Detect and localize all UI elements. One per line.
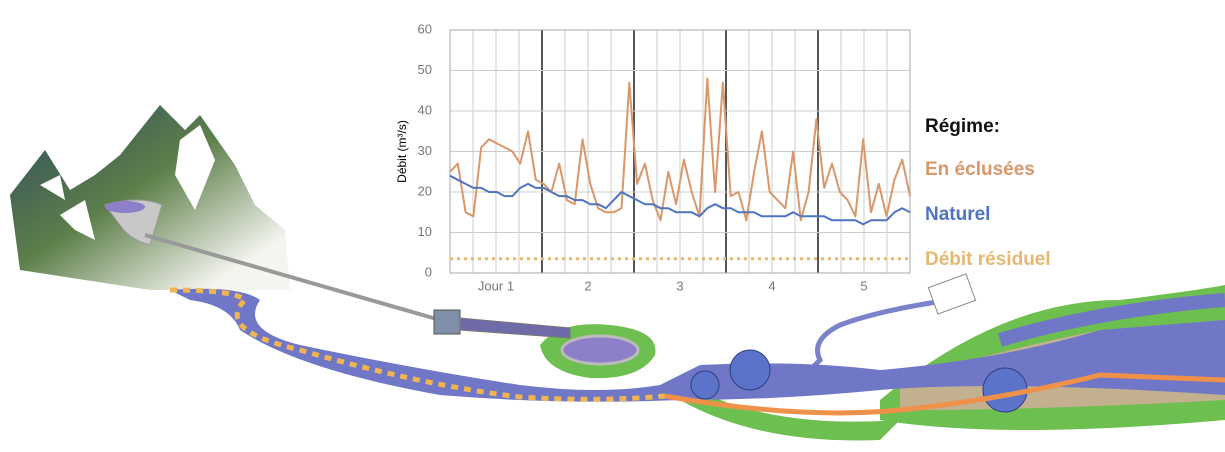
y-tick-label: 50 <box>418 62 432 77</box>
legend-title: Régime: <box>925 116 1000 137</box>
x-tick-label: 4 <box>768 278 775 293</box>
y-tick-label: 60 <box>418 21 432 36</box>
y-tick-label: 20 <box>418 183 432 198</box>
x-tick-label: Jour 1 <box>478 278 514 293</box>
intake <box>928 274 975 314</box>
x-tick-label: 5 <box>860 278 867 293</box>
powerhouse <box>434 310 460 334</box>
y-tick-label: 10 <box>418 224 432 239</box>
wave <box>730 350 770 390</box>
x-tick-label: 3 <box>676 278 683 293</box>
y-axis-label: Débit (m³/s) <box>395 120 409 183</box>
reservoir <box>105 201 145 213</box>
tributary <box>810 300 950 370</box>
scene: 0 10 20 30 40 50 60 Débit (m³/s) Jour 1 2 3 4 5 Régim… <box>0 0 1225 452</box>
y-tick-label: 40 <box>418 102 432 117</box>
y-tick-label: 30 <box>418 143 432 158</box>
pond <box>562 336 638 364</box>
y-tick-label: 0 <box>425 264 432 279</box>
legend-entry: Naturel <box>925 204 990 225</box>
x-tick-label: 2 <box>584 278 591 293</box>
page: {"chart_data": {"type": "line", "y_label… <box>0 0 1225 452</box>
wave <box>691 371 719 399</box>
legend-entry: Débit résiduel <box>925 249 1051 270</box>
legend-entry: En éclusées <box>925 159 1035 180</box>
canal <box>460 318 570 338</box>
mountain <box>10 105 290 290</box>
